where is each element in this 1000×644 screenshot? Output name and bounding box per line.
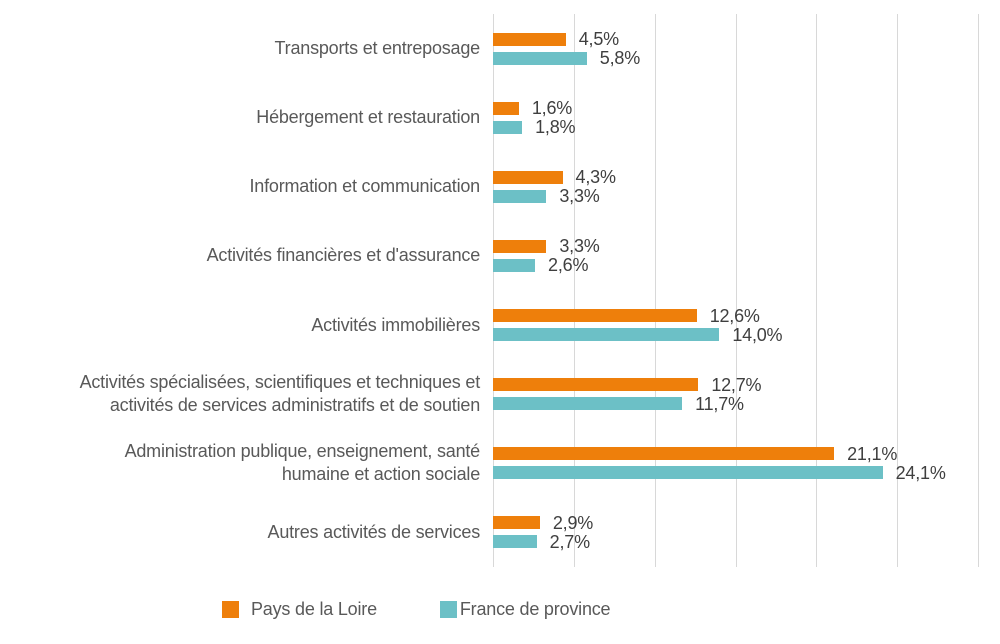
gridline [654, 14, 656, 567]
chart-row: Transports et entreposage 4,5% 5,8% [0, 14, 1000, 83]
value-label: 24,1% [895, 462, 946, 483]
gridline [978, 14, 979, 567]
gridlines [493, 14, 979, 567]
bar-line: 14,0% [493, 324, 1000, 345]
value-label: 4,5% [578, 29, 619, 50]
chart-row: Autres activités de services 2,9% 2,7% [0, 498, 1000, 567]
bar-group: 12,6% 14,0% [493, 291, 1000, 360]
bar-pays-de-la-loire [493, 378, 699, 392]
value-label: 1,8% [535, 117, 576, 138]
category-label: Autres activités de services [267, 521, 481, 542]
value-label: 14,0% [732, 324, 783, 345]
value-label: 2,9% [552, 512, 594, 533]
category-label: Activités spécialisées, scientifiques et… [79, 372, 481, 416]
bar-france-de-province [493, 397, 683, 411]
legend: Pays de la Loire France de province [222, 599, 611, 620]
legend-swatch-orange [222, 601, 239, 618]
bar-pays-de-la-loire [493, 447, 835, 461]
gridline [493, 14, 494, 567]
bar-group: 12,7% 11,7% [493, 360, 1000, 429]
category-label: Hébergement et restauration [256, 107, 480, 128]
gridline [897, 14, 899, 567]
bar-line: 11,7% [493, 393, 1000, 414]
bar-france-de-province [493, 258, 536, 272]
bar-group: 1,6% 1,8% [493, 83, 1000, 152]
value-label: 11,7% [695, 393, 744, 414]
bar-france-de-province [493, 120, 523, 134]
chart-row: Activités spécialisées, scientifiques et… [0, 360, 1000, 429]
bar-group: 2,9% 2,7% [493, 498, 1000, 567]
bar-france-de-province [493, 51, 587, 65]
bar-pays-de-la-loire [493, 239, 547, 253]
bar-pays-de-la-loire [493, 309, 697, 323]
bar-line: 3,3% [493, 186, 1000, 207]
bar-line: 4,3% [493, 167, 1000, 188]
bar-france-de-province [493, 189, 547, 203]
plot-area: Transports et entreposage 4,5% 5,8% Héberge… [0, 14, 1000, 567]
bar-line: 21,1% [493, 443, 1000, 464]
bar-pays-de-la-loire [493, 170, 563, 184]
value-label: 4,3% [575, 167, 616, 188]
chart-row: Activités financières et d'assurance 3,3%… [0, 221, 1000, 290]
legend-label-france-de-province: France de province [459, 599, 611, 619]
value-label: 1,6% [531, 98, 573, 119]
bar-line: 3,3% [493, 236, 1000, 257]
chart-row: Activités immobilières 12,6% 14,0% [0, 291, 1000, 360]
value-label: 3,3% [559, 236, 600, 257]
bar-line: 4,5% [493, 29, 1000, 50]
bar-pays-de-la-loire [493, 101, 519, 115]
bar-group: 4,3% 3,3% [493, 152, 1000, 221]
chart-row: Information et communication 4,3% 3,3% [0, 152, 1000, 221]
chart-row: Administration publique, enseignement, s… [0, 429, 1000, 498]
bar-pays-de-la-loire [493, 32, 566, 46]
category-label: Administration publique, enseignement, s… [124, 441, 481, 485]
bar-france-de-province [493, 535, 537, 549]
bar-pays-de-la-loire [493, 516, 540, 530]
legend-item-pays-de-la-loire: Pays de la Loire [222, 599, 377, 620]
gridline [816, 14, 818, 567]
value-label: 3,3% [559, 186, 600, 207]
value-label: 5,8% [599, 48, 640, 69]
legend-item-france-de-province: France de province [439, 599, 611, 620]
bar-group: 3,3% 2,6% [493, 221, 1000, 290]
legend-swatch-teal [439, 601, 457, 618]
bar-line: 2,6% [493, 255, 1000, 276]
bar-line: 1,8% [493, 117, 1000, 138]
bar-line: 12,6% [493, 305, 1000, 326]
category-label: Activités financières et d'assurance [206, 245, 481, 266]
bar-line: 5,8% [493, 48, 1000, 69]
category-label: Activités immobilières [311, 314, 480, 335]
gridline [735, 14, 737, 567]
chart-row: Hébergement et restauration 1,6% 1,8% [0, 83, 1000, 152]
bar-line: 2,7% [493, 531, 1000, 552]
category-label: Transports et entreposage [274, 38, 481, 59]
value-label: 2,6% [548, 255, 589, 276]
bar-line: 2,9% [493, 512, 1000, 533]
bar-france-de-province [493, 466, 883, 480]
value-label: 21,1% [847, 443, 898, 464]
value-label: 12,7% [711, 374, 762, 395]
bar-line: 1,6% [493, 98, 1000, 119]
value-label: 12,6% [709, 305, 760, 326]
legend-label-pays-de-la-loire: Pays de la Loire [251, 599, 377, 619]
bar-line: 12,7% [493, 374, 1000, 395]
bar-line: 24,1% [493, 462, 1000, 483]
gridline [573, 14, 575, 567]
bar-group: 4,5% 5,8% [493, 14, 1000, 83]
value-label: 2,7% [549, 531, 590, 552]
category-label: Information et communication [249, 176, 480, 197]
bar-group: 21,1% 24,1% [493, 429, 1000, 498]
bar-france-de-province [493, 328, 720, 342]
